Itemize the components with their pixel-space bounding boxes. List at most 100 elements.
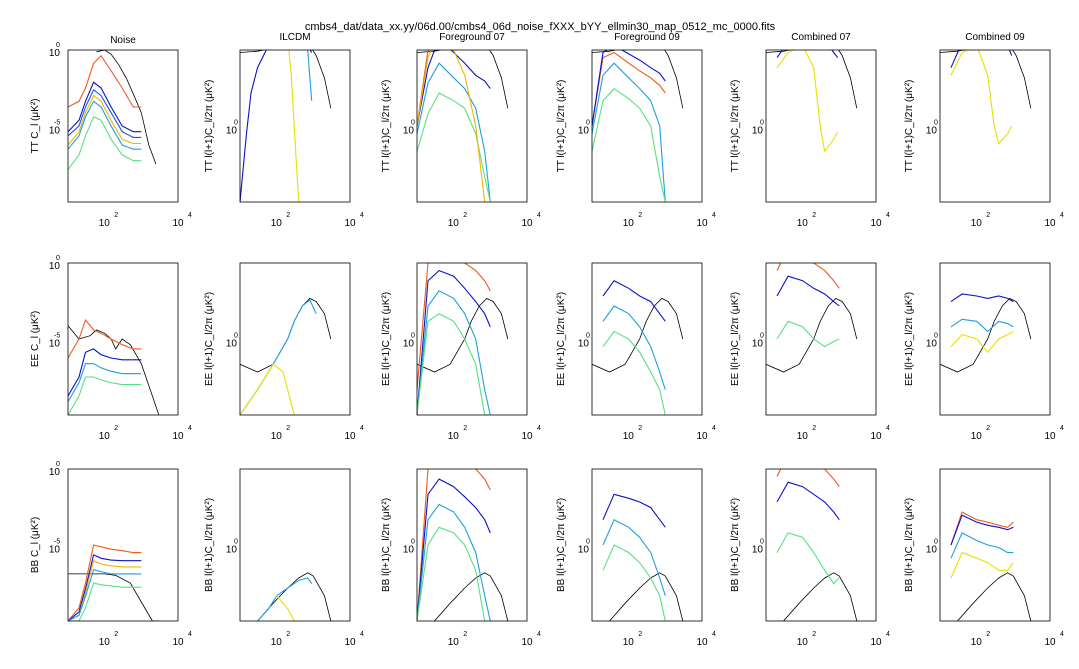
series-group	[417, 263, 509, 415]
x-tick-label: 10	[971, 637, 983, 648]
panel-title: Combined 07	[791, 32, 851, 43]
series-line-7	[68, 116, 142, 171]
x-tick-exponent: 4	[1060, 631, 1064, 638]
x-tick-exponent: 4	[886, 631, 890, 638]
series-line-4	[592, 62, 666, 202]
series-line-3	[68, 348, 142, 397]
axes-frame	[939, 262, 1051, 416]
y-tick-label: 10	[49, 48, 61, 59]
series-group	[68, 318, 160, 415]
y-tick-label: 10	[926, 339, 938, 350]
y-tick-exponent: 0	[760, 333, 764, 340]
axes-frame	[416, 262, 528, 416]
x-tick-exponent: 4	[188, 425, 192, 432]
series-line-6	[68, 100, 142, 150]
series-line-2	[950, 511, 1014, 546]
axes-frame	[67, 262, 179, 416]
axes-frame	[765, 49, 877, 203]
y-tick-label: 10	[578, 339, 590, 350]
y-tick-exponent: 0	[411, 120, 415, 127]
series-line-3	[950, 514, 1014, 546]
x-tick-exponent: 4	[886, 212, 890, 219]
x-tick-exponent: 4	[360, 212, 364, 219]
x-tick-label: 10	[870, 637, 882, 648]
series-line-5	[950, 551, 1014, 579]
panel-title: Combined 09	[965, 32, 1025, 43]
axes-frame	[239, 262, 351, 416]
y-tick-label: 10	[578, 126, 590, 137]
series-line-2	[602, 493, 666, 528]
x-tick-exponent: 4	[886, 425, 890, 432]
y-axis-label: EE l(l+1)C_l/2π (μK²)	[204, 292, 215, 386]
series-line-3	[417, 269, 491, 415]
series-group	[240, 50, 332, 202]
axes-frame	[591, 49, 703, 203]
axes-frame	[416, 49, 528, 203]
series-line-2	[68, 318, 142, 359]
series-line-1	[783, 572, 858, 621]
y-axis-label: TT l(l+1)C_l/2π (μK²)	[730, 80, 741, 173]
series-line-4	[602, 330, 666, 415]
axes-frame	[67, 49, 179, 203]
axes-frame	[591, 468, 703, 622]
series-line-5	[417, 313, 491, 415]
y-tick-exponent: 0	[760, 539, 764, 546]
y-axis-label: EE l(l+1)C_l/2π (μK²)	[556, 292, 567, 386]
y-tick-label: 10	[403, 339, 415, 350]
x-tick-label: 10	[797, 637, 809, 648]
series-line-3	[417, 478, 491, 621]
x-tick-label: 10	[696, 637, 708, 648]
x-tick-label: 10	[271, 431, 283, 442]
y-tick-label: 10	[49, 126, 61, 137]
x-tick-exponent: 2	[286, 631, 290, 638]
x-tick-label: 10	[797, 218, 809, 229]
x-tick-label: 10	[521, 637, 533, 648]
series-line-3	[276, 595, 299, 621]
y-tick-exponent: -5	[54, 120, 60, 127]
x-tick-label: 10	[521, 218, 533, 229]
series-line-1	[592, 50, 684, 109]
series-line-2	[602, 279, 666, 322]
series-line-5	[592, 87, 666, 202]
x-tick-label: 10	[623, 637, 635, 648]
x-tick-exponent: 2	[986, 631, 990, 638]
y-tick-label: 10	[752, 339, 764, 350]
series-line-5	[68, 376, 142, 415]
x-tick-exponent: 2	[286, 425, 290, 432]
x-tick-exponent: 2	[638, 631, 642, 638]
series-group	[240, 297, 332, 415]
series-line-4	[68, 88, 142, 138]
series-line-3	[602, 518, 666, 596]
x-tick-label: 10	[521, 431, 533, 442]
y-axis-label: BB l(l+1)C_l/2π (μK²)	[381, 498, 392, 592]
y-tick-label: 10	[926, 126, 938, 137]
y-tick-exponent: 0	[411, 539, 415, 546]
y-axis-label: EE l(l+1)C_l/2π (μK²)	[381, 292, 392, 386]
x-tick-label: 10	[271, 637, 283, 648]
series-line-4	[950, 532, 1014, 559]
x-tick-label: 10	[99, 637, 111, 648]
x-tick-label: 10	[344, 637, 356, 648]
x-tick-exponent: 2	[286, 212, 290, 219]
y-tick-label: 10	[226, 339, 238, 350]
series-line-3	[68, 81, 142, 133]
x-tick-exponent: 2	[638, 425, 642, 432]
x-tick-exponent: 2	[986, 425, 990, 432]
series-line-4	[288, 50, 300, 202]
series-line-2	[417, 50, 429, 127]
axes-frame	[67, 468, 179, 622]
series-line-6	[417, 50, 486, 202]
y-axis-label: TT l(l+1)C_l/2π (μK²)	[381, 80, 392, 173]
y-tick-label: 10	[49, 467, 61, 478]
y-tick-exponent: -5	[54, 333, 60, 340]
y-tick-exponent: 0	[234, 333, 238, 340]
series-line-4	[776, 50, 839, 153]
x-tick-exponent: 4	[1060, 212, 1064, 219]
y-tick-label: 10	[49, 545, 61, 556]
y-axis-label: EE l(l+1)C_l/2π (μK²)	[730, 292, 741, 386]
